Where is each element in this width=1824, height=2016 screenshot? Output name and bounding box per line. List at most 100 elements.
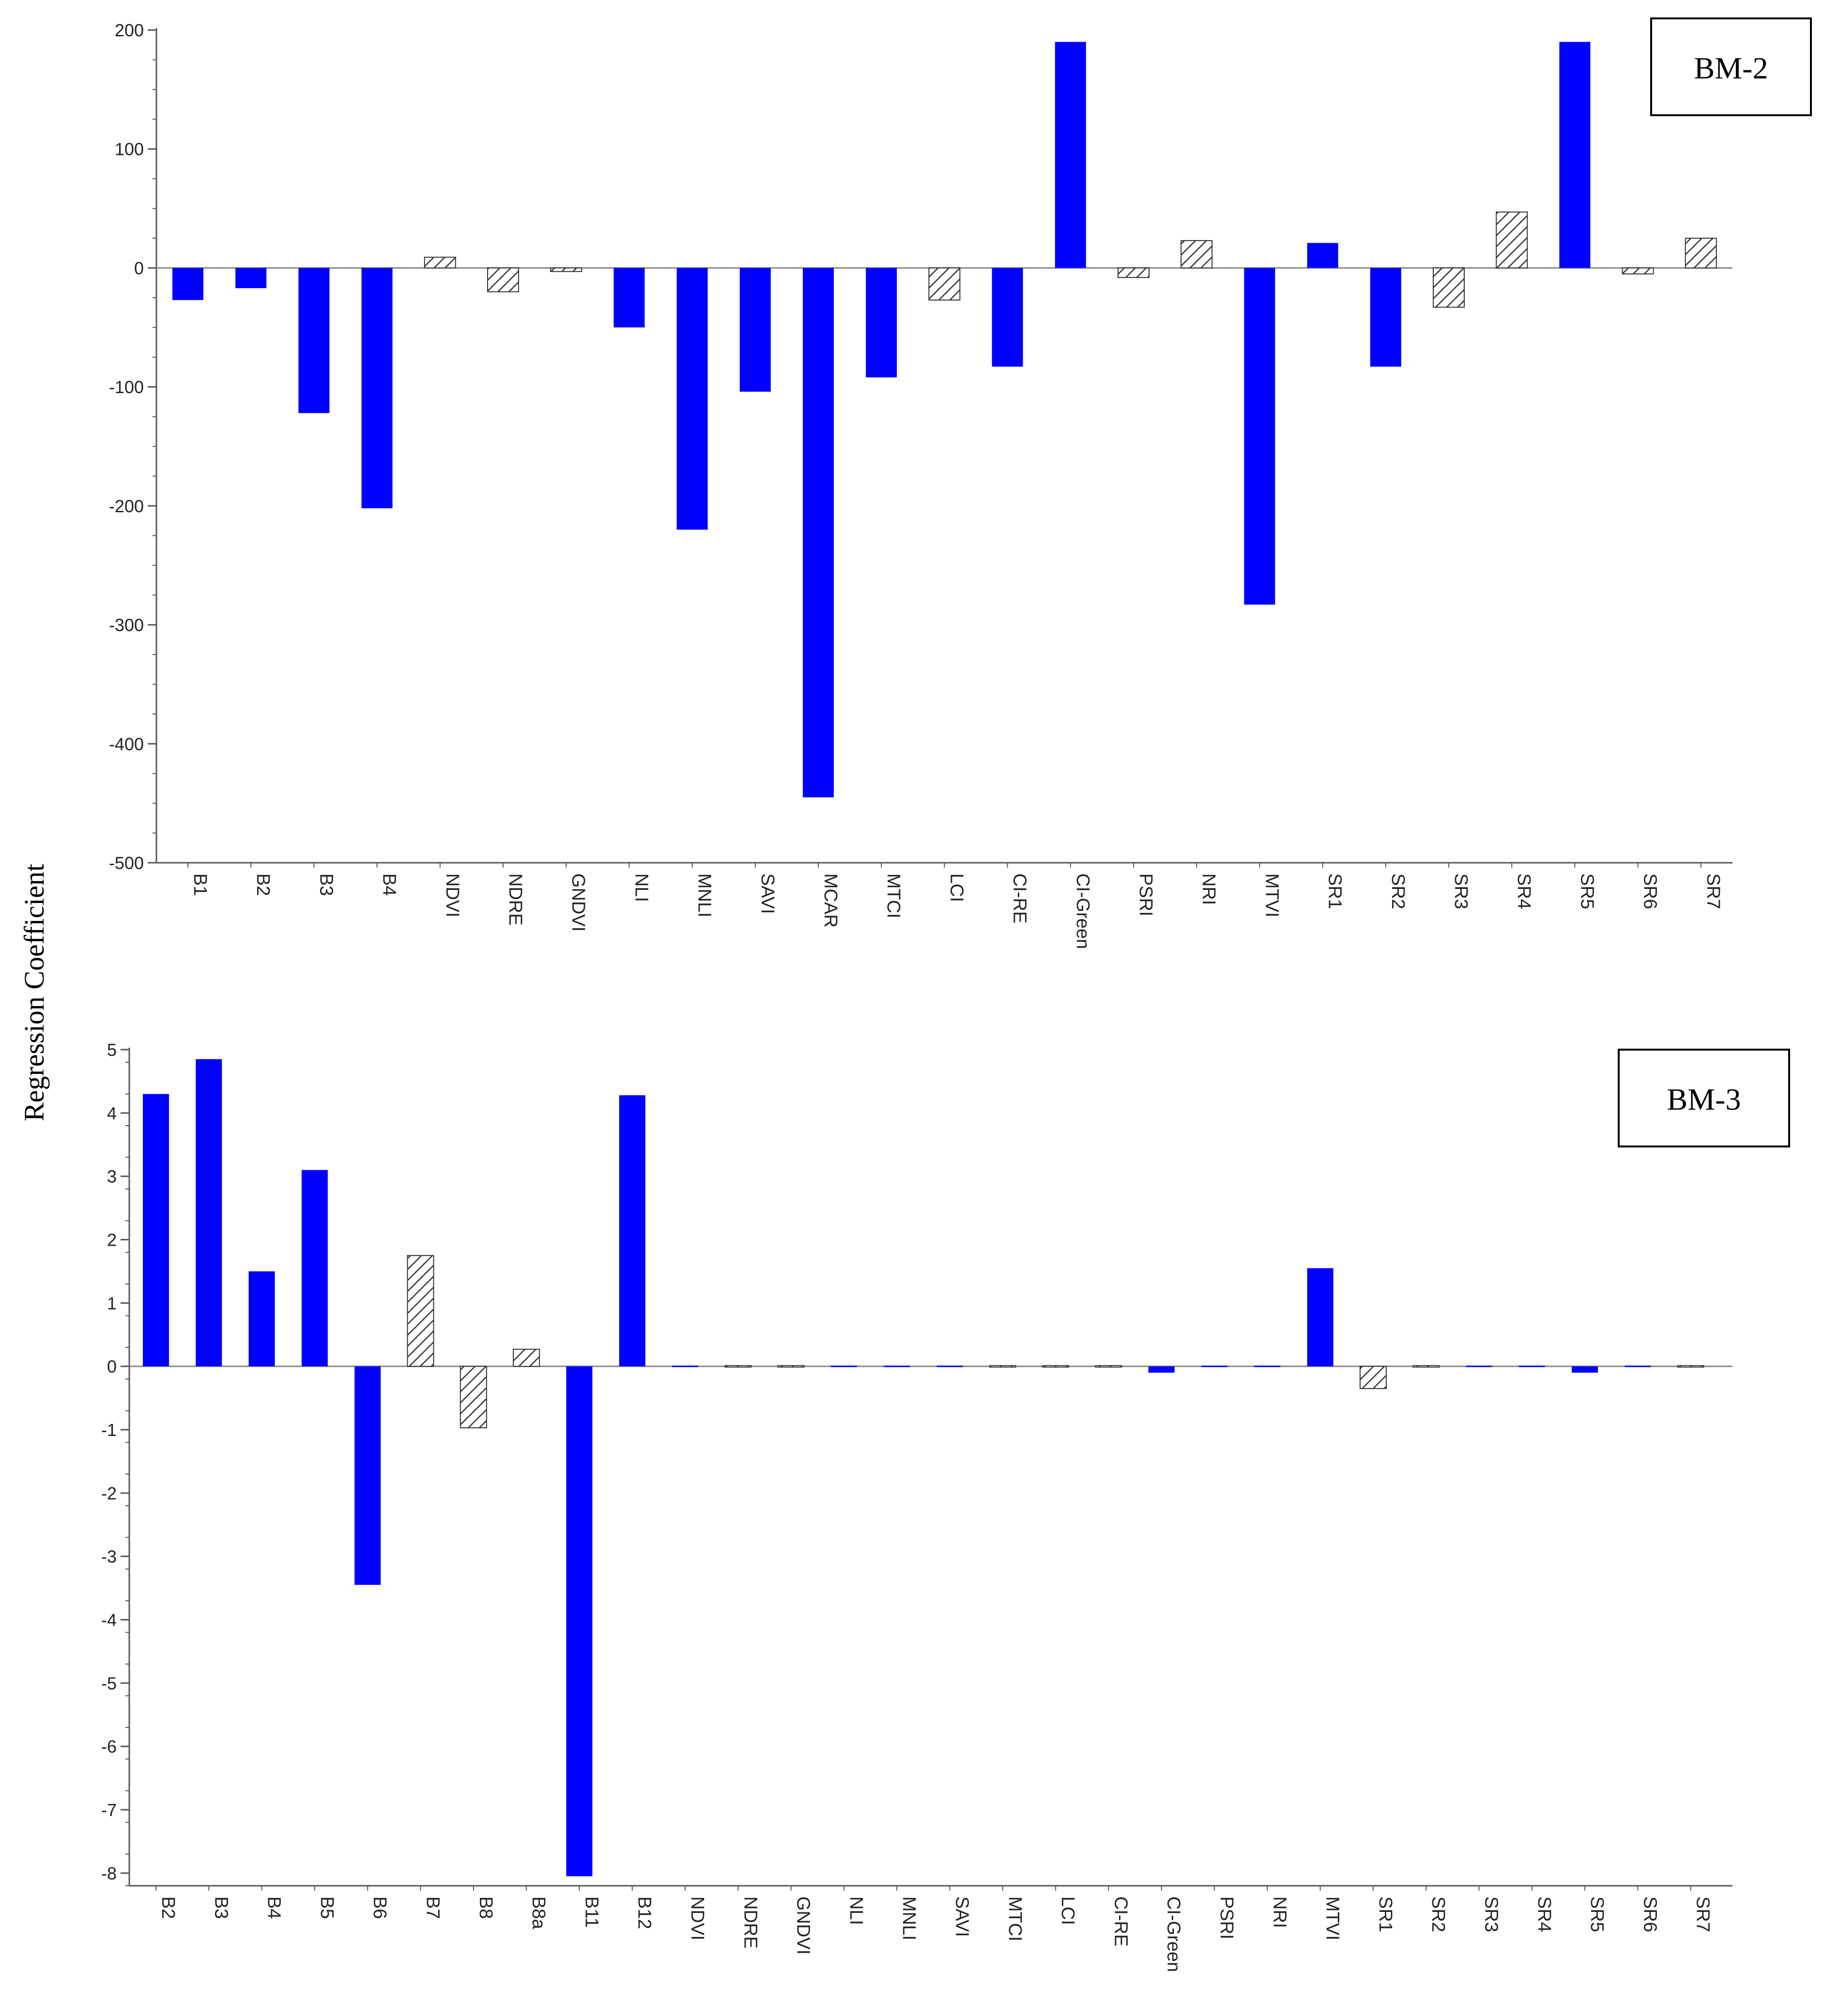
bm3-category-label: CI-RE bbox=[1110, 1896, 1131, 1946]
bm2-bar-sr5 bbox=[1559, 42, 1591, 268]
bm3-category-label: SR2 bbox=[1428, 1896, 1448, 1932]
bm3-panel-label-box bbox=[1618, 1049, 1790, 1147]
bm3-bar-b8 bbox=[460, 1366, 487, 1429]
bm3-category-label: MTCI bbox=[1005, 1896, 1025, 1941]
bm2-y-axis: 200 100 0 -100 -200 -300 -400 -500 bbox=[109, 20, 1732, 873]
bm2-bar-sr6 bbox=[1622, 267, 1654, 275]
bm2-bar-nli bbox=[613, 268, 645, 328]
bm2-bar-sr1 bbox=[1307, 243, 1338, 268]
bm2-bar-nri bbox=[1180, 240, 1213, 269]
bm2-category-label: SR4 bbox=[1514, 873, 1534, 909]
bm2-bar-mcar bbox=[803, 268, 834, 797]
bm2-category-label: LCI bbox=[946, 873, 966, 902]
bm3-y-tick-label: -4 bbox=[101, 1610, 117, 1630]
bm3-bar-sr7 bbox=[1677, 1365, 1704, 1368]
bm2-category-label: MNLI bbox=[694, 873, 715, 917]
bm3-category-label: B11 bbox=[581, 1896, 601, 1928]
bm3-y-tick-label: 1 bbox=[107, 1293, 117, 1313]
bm2-category-label: B2 bbox=[253, 873, 273, 896]
bm3-bar-b8a bbox=[513, 1348, 540, 1367]
bm3-category-labels: B2 B3 B4 B5 B6 B7 B8 B8a B11 B12 NDVI NDRE GNDVI NLI M… bbox=[155, 1886, 1713, 1972]
bm3-y-tick-label: -6 bbox=[101, 1737, 117, 1756]
bm3-category-label: B2 bbox=[158, 1896, 178, 1919]
bm2-panel-label: BM-2 bbox=[1694, 51, 1768, 85]
bm3-panel-label: BM-3 bbox=[1667, 1082, 1741, 1116]
bm2-y-tick-label: -200 bbox=[109, 496, 144, 516]
bm2-bar-lci bbox=[928, 267, 961, 301]
bm3-y-tick-label: 2 bbox=[107, 1230, 117, 1250]
bm3-y-tick-label: 3 bbox=[107, 1167, 117, 1187]
bm2-panel-label-box bbox=[1650, 17, 1812, 116]
bm2-bar-b2 bbox=[235, 268, 267, 289]
bm2-category-label: NLI bbox=[631, 873, 651, 902]
bm3-category-label: B6 bbox=[369, 1896, 390, 1919]
bm2-category-label: SR7 bbox=[1703, 873, 1723, 909]
bm2-y-tick-label: -300 bbox=[109, 615, 144, 635]
bm2-bar-ndre bbox=[487, 267, 519, 292]
bm3-bar-nli bbox=[830, 1365, 857, 1367]
bm3-bar-b12 bbox=[619, 1095, 645, 1367]
bm3-bar-sr5 bbox=[1572, 1366, 1598, 1373]
bm2-bar-gndvi bbox=[550, 267, 582, 272]
bm3-category-label: B12 bbox=[634, 1896, 655, 1929]
bm3-bar-mtci bbox=[989, 1365, 1016, 1368]
bm3-bar-ndre bbox=[724, 1365, 752, 1368]
bm3-category-label: CI-Green bbox=[1164, 1896, 1184, 1972]
bm2-bar-sr2 bbox=[1370, 268, 1401, 367]
bm3-bar-gndvi bbox=[777, 1365, 805, 1368]
bm3-category-label: SR5 bbox=[1587, 1896, 1607, 1932]
bm2-category-label: SR2 bbox=[1388, 873, 1408, 909]
bm3-bar-lci bbox=[1042, 1365, 1070, 1368]
bm3-bar-sr4 bbox=[1518, 1365, 1545, 1367]
bm2-category-label: B1 bbox=[190, 873, 210, 896]
bm2-category-label: CI-Green bbox=[1073, 873, 1093, 949]
bm3-y-tick-label: 0 bbox=[107, 1357, 117, 1376]
bm2-bar-mtci bbox=[866, 268, 897, 378]
bm3-bar-b2 bbox=[143, 1094, 169, 1367]
bm3-bar-mtvi bbox=[1307, 1268, 1334, 1367]
bm3-y-tick-label: -1 bbox=[101, 1420, 117, 1440]
bm3-category-label: SR3 bbox=[1481, 1896, 1502, 1932]
bm3-category-label: SR4 bbox=[1534, 1896, 1554, 1932]
bm2-bars bbox=[172, 42, 1717, 797]
bm2-bar-b4 bbox=[361, 268, 393, 508]
bm2-bar-ci-green bbox=[1055, 42, 1086, 268]
bm2-bar-ndvi bbox=[424, 257, 456, 269]
bm3-category-label: MTVI bbox=[1322, 1896, 1343, 1940]
bm3-category-label: MNLI bbox=[899, 1896, 919, 1940]
bm3-bar-savi bbox=[936, 1365, 963, 1367]
bm2-category-label: MTCI bbox=[883, 873, 904, 918]
bm2-y-tick-label: 100 bbox=[115, 139, 144, 159]
bm3-bar-b11 bbox=[566, 1366, 593, 1877]
bm3-category-label: GNDVI bbox=[793, 1896, 813, 1955]
bm3-category-label: B8a bbox=[528, 1896, 549, 1929]
bm3-category-label: LCI bbox=[1058, 1896, 1078, 1925]
bm3-bar-ci-green bbox=[1148, 1366, 1175, 1373]
bm3-y-tick-label: -3 bbox=[101, 1547, 117, 1567]
bm3-category-label: B7 bbox=[423, 1896, 443, 1919]
bm3-chart: 5 4 3 2 1 0 -1 -2 -3 -4 -5 -6 -7 -8 B2 B3 B4 B5 B6 B7 B8 B8a… bbox=[101, 1040, 1790, 1972]
bm3-category-label: PSRI bbox=[1216, 1896, 1237, 1940]
bm3-bar-mnli bbox=[884, 1365, 910, 1367]
bm2-bar-ci-re bbox=[992, 268, 1023, 367]
bm3-category-label: NDRE bbox=[740, 1896, 760, 1949]
bm3-category-label: B4 bbox=[264, 1896, 284, 1919]
bm3-bar-ci-re bbox=[1095, 1365, 1122, 1368]
bm3-bar-b3 bbox=[196, 1059, 222, 1367]
bm2-category-label: NDRE bbox=[505, 873, 525, 926]
bm3-y-tick-label: -2 bbox=[101, 1483, 117, 1503]
bm2-category-label: B4 bbox=[379, 873, 399, 896]
bm2-category-label: NDVI bbox=[442, 873, 462, 917]
bm2-category-label: SR5 bbox=[1577, 873, 1597, 909]
bm2-chart: 200 100 0 -100 -200 -300 -400 -500 B1 B2 B3 B4 NDVI… bbox=[109, 17, 1812, 949]
bm3-category-label: B5 bbox=[317, 1896, 337, 1919]
bm3-bar-b5 bbox=[301, 1170, 328, 1367]
bm3-y-tick-label: -8 bbox=[101, 1863, 117, 1883]
bm2-y-tick-label: -400 bbox=[109, 734, 144, 754]
bm2-category-label: SR6 bbox=[1640, 873, 1660, 909]
y-axis-label: Regression Coefficient bbox=[18, 864, 50, 1121]
bm2-bar-b1 bbox=[172, 268, 203, 300]
bm3-bar-nri bbox=[1254, 1365, 1281, 1367]
bm2-bar-sr7 bbox=[1685, 238, 1717, 269]
bm2-category-label: NRI bbox=[1198, 873, 1219, 905]
